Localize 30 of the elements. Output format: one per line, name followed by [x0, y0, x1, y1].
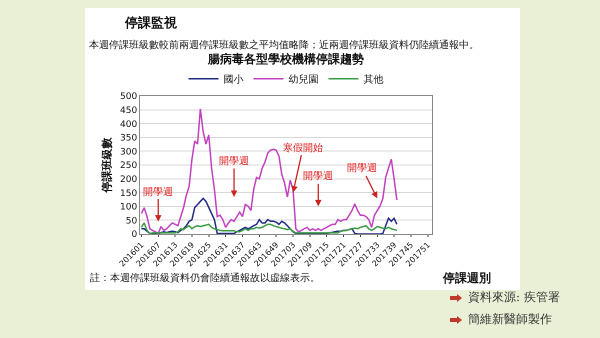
- annotation: 開學週: [347, 162, 377, 174]
- legend-label: 國小: [224, 74, 244, 86]
- text: 停課監視: [125, 14, 177, 32]
- legend-label: 幼兒園: [288, 74, 318, 86]
- text: 簡維新醫師製作: [467, 311, 552, 328]
- y-axis-title: 停課班級數: [100, 136, 114, 194]
- annotation: 開學週: [219, 155, 249, 167]
- line-series: [140, 108, 398, 234]
- x-axis-title: 停課週別: [442, 271, 491, 285]
- y-tick-label: 100: [120, 202, 138, 213]
- y-tick-label: 200: [120, 174, 138, 185]
- text: 本週停課班級數較前兩週停課班級數之平均值略降；近兩週停課班級資料仍陸續通報中。: [89, 38, 479, 52]
- line-series: [140, 222, 398, 234]
- y-tick-label: 500: [120, 92, 138, 102]
- annotation: 開學週: [143, 186, 173, 198]
- y-tick-label: 50: [126, 216, 138, 226]
- line-series: [140, 198, 398, 234]
- y-tick-label: 450: [120, 106, 138, 116]
- y-tick-label: 250: [120, 161, 138, 172]
- text: 註：本週停課班級資料仍會陸續通報故以虛線表示。: [90, 272, 320, 284]
- annotation: 寒假開始: [283, 142, 323, 154]
- source-note: 資料來源: 疾管署: [467, 289, 560, 306]
- chart-title: 腸病毒各型學校機構停課趨勢: [207, 52, 364, 66]
- y-tick-label: 300: [120, 147, 138, 158]
- y-tick-label: 400: [120, 120, 138, 130]
- y-tick-label: 0: [131, 230, 138, 240]
- legend-label: 其他: [364, 74, 384, 86]
- y-tick-label: 350: [120, 134, 138, 144]
- annotation: 開學週: [303, 170, 333, 182]
- y-tick-label: 150: [120, 188, 138, 199]
